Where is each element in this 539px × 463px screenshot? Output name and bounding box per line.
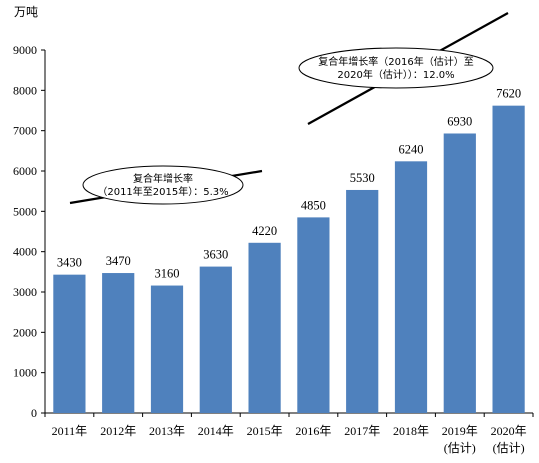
data-label: 4220: [252, 224, 277, 238]
data-labels: 3430 3470 3160 3630 4220 4850 5530 6240 6930 7620: [57, 87, 521, 281]
bar: [443, 133, 476, 414]
data-label: 3430: [57, 256, 82, 270]
x-tick-label: 2012年: [100, 424, 136, 438]
callout-ellipse-2016-2020: [298, 47, 494, 89]
y-tick-label: 8000: [13, 83, 37, 97]
x-tick-label: 2017年: [344, 424, 380, 438]
data-label: 4850: [301, 198, 326, 212]
y-tick-label: 2000: [13, 325, 37, 339]
bar: [394, 161, 428, 413]
growth-annotations: 复合年增长率（2011年至2015年）：5.3% 复合年增长率（2016年（估计）…: [69, 12, 509, 205]
y-tick-label: 7000: [13, 124, 37, 138]
bar: [297, 217, 330, 413]
callout-text-2011-2015: （2011年至2015年）：5.3%: [97, 185, 228, 198]
x-tick-label: 2011年: [52, 424, 88, 438]
y-tick-label: 6000: [13, 164, 37, 178]
data-label: 6930: [447, 114, 472, 128]
x-tick-label: 2014年: [198, 424, 234, 438]
callout-ellipse-2011-2015: [82, 165, 244, 205]
data-label: 3160: [155, 267, 180, 281]
axes: 0 1000 2000 3000 4000 5000 6000 7000 8000 9000: [13, 43, 534, 420]
x-tick-label: 2019年: [442, 424, 478, 438]
x-tick-label: 2018年: [393, 424, 429, 438]
bar: [150, 285, 184, 413]
callout-text-2016-2020: 复合年增长率（2016年（估计）至: [318, 55, 473, 68]
x-tick-label: 2016年: [295, 424, 331, 438]
bar: [492, 105, 525, 413]
data-label: 3470: [106, 254, 131, 268]
y-tick-label: 5000: [13, 204, 37, 218]
data-label: 7620: [496, 87, 521, 101]
data-label: 3630: [203, 248, 228, 262]
y-unit-label: 万吨: [14, 5, 38, 19]
data-label: 6240: [399, 142, 424, 156]
callout-text-2016-2020: 2020年（估计））：12.0%: [337, 68, 454, 81]
bar: [248, 242, 281, 413]
bar: [199, 266, 232, 413]
y-tick-label: 3000: [13, 285, 37, 299]
x-tick-label: 2020年: [491, 424, 527, 438]
x-tick-label: 2015年: [247, 424, 283, 438]
x-tick-label: (估计): [444, 441, 476, 455]
x-tick-label: (估计): [493, 441, 525, 455]
bar: [346, 189, 379, 413]
callout-text-2011-2015: 复合年增长率: [133, 172, 193, 185]
bars: [53, 105, 525, 414]
y-tick-label: 0: [31, 406, 37, 420]
y-tick-label: 1000: [13, 366, 37, 380]
data-label: 5530: [350, 171, 375, 185]
bar: [102, 273, 135, 413]
x-tick-label: 2013年: [149, 424, 185, 438]
x-tick-labels: 2011年 2012年 2013年 2014年 2015年 2016年 2017年 2018年…: [52, 424, 527, 455]
y-tick-label: 4000: [13, 245, 37, 259]
bar: [53, 274, 86, 413]
y-tick-label: 9000: [13, 43, 37, 57]
